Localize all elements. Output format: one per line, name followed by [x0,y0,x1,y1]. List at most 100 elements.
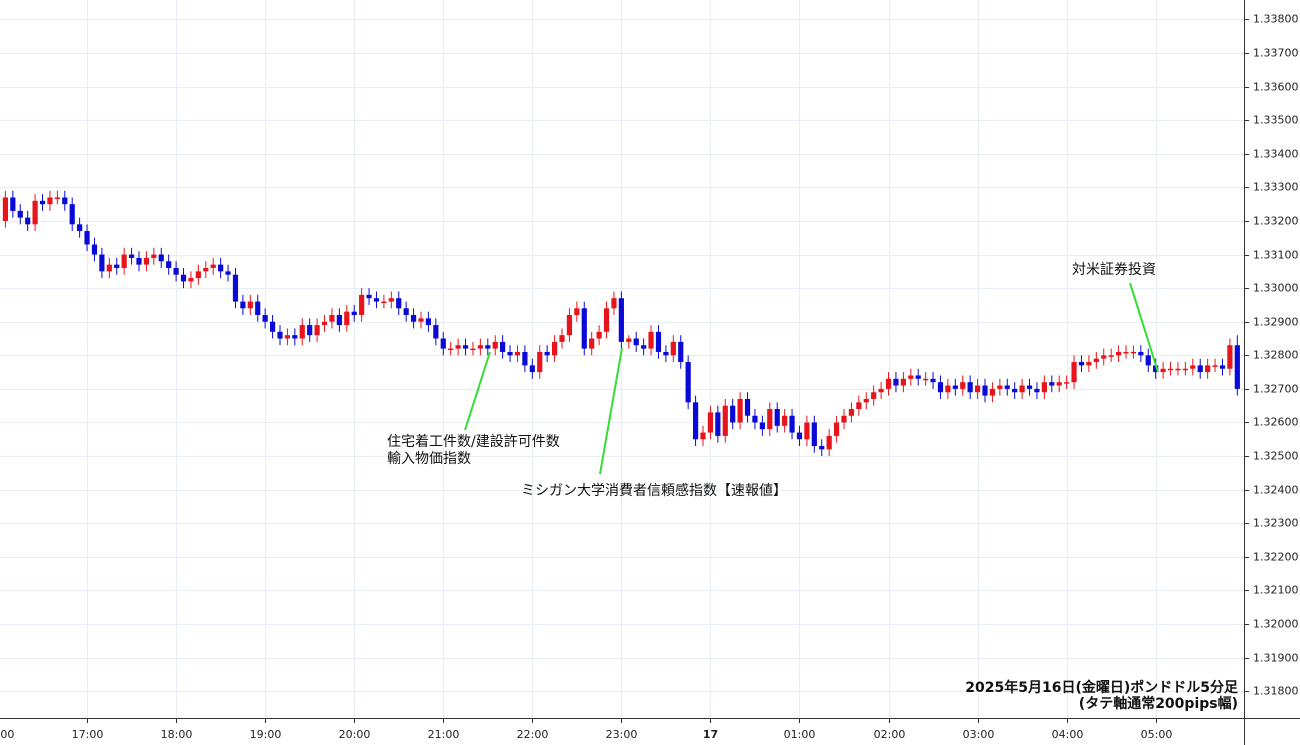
candle-body [299,325,305,339]
candle-body [811,422,817,446]
candle-body [670,341,676,356]
candle-body [1056,382,1062,386]
candle-body [641,345,647,349]
x-tick-label: 19:00 [250,728,282,741]
candle-body [982,385,988,396]
candle-body [62,197,68,205]
candle-body [418,318,424,322]
x-tick-label: 18:00 [161,728,193,741]
candle-body [240,301,246,309]
candle-body [678,341,684,363]
candle-body [344,311,350,326]
candle-body [470,348,476,351]
annotation: 住宅着工件数/建設許可件数 [387,434,560,450]
leader-line [599,347,623,475]
candle-body [218,264,224,272]
x-tick-label: 01:00 [784,728,816,741]
candle-body [158,254,164,262]
y-tick-label: 1.33100 [1253,249,1299,262]
candle-body [581,308,587,349]
y-tick-label: 1.33600 [1253,81,1299,94]
candle-body [10,197,16,211]
candle-body [69,204,75,225]
candle-body [91,244,98,255]
candle-body [589,338,595,349]
candle-body [1138,351,1144,356]
candle-body [1197,365,1203,373]
candle-body [551,341,558,356]
candle-body [1101,355,1107,359]
candle-body [923,378,929,381]
candle-body [1160,368,1166,373]
candle-body [403,308,409,316]
candle-body [173,267,179,275]
candle-body [1219,365,1226,369]
grid [0,0,1244,718]
candle-body [1167,368,1174,371]
candle-body [359,294,365,316]
candle-body [789,415,795,433]
candle-body [744,398,751,416]
candle-body [255,301,261,316]
x-tick-label: 03:00 [963,728,995,741]
candle-body [1071,362,1077,383]
candle-body [685,362,691,403]
candles [2,190,1240,457]
candle-body [559,335,565,342]
candle-body [425,318,432,326]
candle-body [1026,385,1033,389]
candle-body [440,338,446,349]
candle-body [262,315,268,322]
candle-body [1012,388,1018,393]
x-tick-label: 20:00 [339,728,371,741]
candle-body [796,432,803,440]
candle-body [492,341,498,349]
candle-body [1182,368,1188,371]
y-tick-label: 1.33700 [1253,47,1299,60]
x-tick-label: 16:00 [0,728,14,741]
candle-body [819,445,825,450]
candle-body [937,382,944,393]
candle-body [410,315,417,322]
candle-body [997,385,1003,389]
candle-body [1175,368,1181,371]
candle-body [203,267,209,272]
x-tick-label: 23:00 [606,728,638,741]
candle-body [1019,385,1025,393]
y-tick-label: 1.32500 [1253,450,1299,463]
candle-body [522,351,528,366]
candle-body [500,341,506,352]
candle-body [1190,365,1196,369]
y-tick-label: 1.33300 [1253,181,1299,194]
candle-body [284,335,291,339]
y-tick-label: 1.33400 [1253,148,1299,161]
candle-body [782,415,788,426]
y-tick-label: 1.32000 [1253,618,1299,631]
candle-body [225,271,231,275]
candle-body [314,325,320,336]
candle-body [232,274,239,302]
candle-body [54,197,60,199]
y-tick-label: 1.33200 [1253,215,1299,228]
candle-body [366,294,372,299]
candle-body [307,325,313,336]
x-tick-label: 05:00 [1141,728,1173,741]
candle-body [722,405,728,436]
candle-body [618,298,624,342]
candle-body [1064,382,1070,384]
candle-body [841,415,847,423]
candle-body [329,315,335,322]
y-tick-label: 1.32700 [1253,383,1299,396]
candle-body [900,378,906,386]
candle-body [151,254,157,258]
candle-body [433,325,439,339]
candle-body [99,254,105,272]
candle-body [485,345,491,349]
candle-body [106,264,112,272]
candle-body [544,351,550,356]
candle-body [856,402,862,410]
candle-body [247,301,253,309]
candle-body [826,435,832,450]
candle-body [833,422,840,436]
